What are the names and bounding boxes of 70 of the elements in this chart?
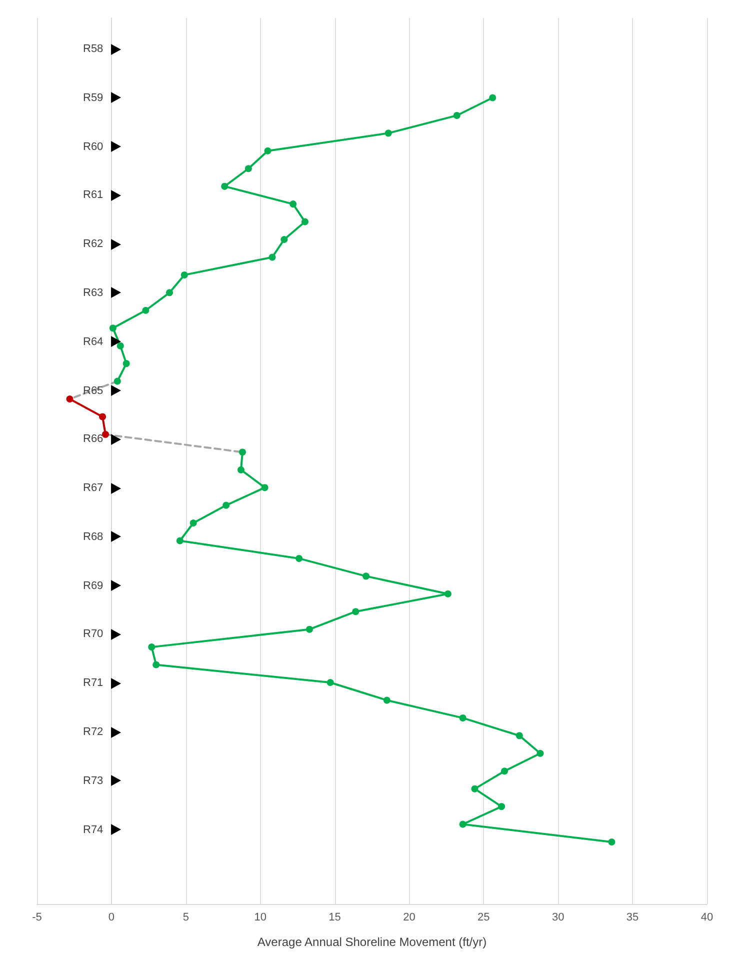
point bbox=[453, 112, 460, 119]
x-tick-label: 30 bbox=[552, 912, 564, 924]
point bbox=[268, 254, 276, 261]
point bbox=[122, 360, 130, 368]
x-tick-label: 15 bbox=[328, 912, 341, 924]
point bbox=[221, 182, 228, 190]
x-tick-label: 25 bbox=[478, 912, 490, 924]
point bbox=[238, 448, 246, 456]
x-axis-title: Average Annual Shoreline Movement (ft/yr) bbox=[257, 935, 487, 949]
point bbox=[352, 608, 360, 616]
annotation: R68 bbox=[83, 530, 104, 543]
point bbox=[498, 803, 506, 810]
x-tick-label: 5 bbox=[182, 912, 189, 924]
x-tick-label: 40 bbox=[700, 912, 714, 924]
annotation: R72 bbox=[83, 726, 104, 738]
point bbox=[296, 554, 303, 562]
annotation: R61 bbox=[83, 189, 104, 202]
x-tick-label: 35 bbox=[626, 912, 639, 924]
point bbox=[190, 520, 197, 527]
point bbox=[99, 413, 106, 420]
point bbox=[244, 165, 252, 172]
point bbox=[326, 679, 334, 686]
point bbox=[222, 502, 230, 509]
point bbox=[152, 661, 160, 668]
annotation: R71 bbox=[83, 677, 104, 690]
point bbox=[109, 324, 116, 332]
x-tick-label: 0 bbox=[108, 912, 115, 924]
point bbox=[264, 147, 272, 154]
point bbox=[384, 130, 392, 137]
point bbox=[306, 626, 313, 633]
annotation: R62 bbox=[83, 238, 104, 250]
point bbox=[501, 768, 508, 775]
annotation: R59 bbox=[83, 92, 104, 104]
annotation: R74 bbox=[83, 824, 104, 836]
x-tick-label: -5 bbox=[32, 912, 42, 924]
annotation: R65 bbox=[83, 384, 104, 396]
point bbox=[237, 466, 244, 474]
point bbox=[302, 218, 308, 226]
point bbox=[280, 236, 288, 243]
x-tick-label: 20 bbox=[403, 912, 416, 924]
point bbox=[489, 94, 496, 102]
annotation: R69 bbox=[83, 580, 104, 592]
point bbox=[148, 644, 156, 651]
point bbox=[444, 590, 452, 598]
point bbox=[362, 572, 370, 580]
point bbox=[536, 750, 544, 757]
x-tick-label: 10 bbox=[254, 912, 266, 924]
point bbox=[516, 732, 523, 740]
annotation: R60 bbox=[83, 140, 104, 153]
point bbox=[459, 714, 466, 722]
annotation: R73 bbox=[83, 774, 104, 787]
point bbox=[383, 696, 390, 704]
point bbox=[459, 820, 466, 828]
point bbox=[608, 838, 616, 846]
point bbox=[180, 271, 188, 278]
point bbox=[261, 484, 268, 492]
point bbox=[176, 537, 184, 544]
point bbox=[471, 785, 478, 792]
point bbox=[166, 289, 174, 296]
annotation: R70 bbox=[83, 628, 104, 640]
point bbox=[66, 395, 74, 402]
annotation: R66 bbox=[83, 433, 104, 446]
point bbox=[290, 200, 297, 208]
annotation: R67 bbox=[83, 482, 104, 494]
annotation: R64 bbox=[83, 336, 104, 348]
point bbox=[114, 378, 121, 385]
annotation: R63 bbox=[83, 286, 104, 299]
point bbox=[142, 306, 150, 314]
point bbox=[116, 342, 124, 350]
annotation: R58 bbox=[83, 43, 104, 55]
